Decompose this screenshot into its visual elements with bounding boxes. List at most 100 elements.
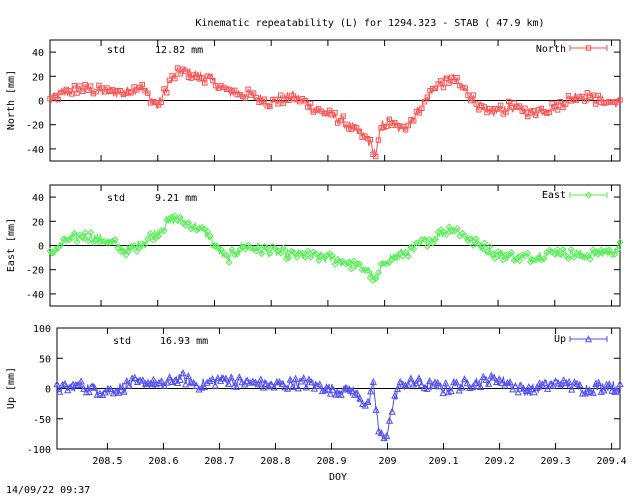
east-point (307, 253, 315, 261)
north-point (345, 126, 352, 132)
east-point (282, 255, 290, 263)
up-point (254, 380, 262, 388)
east-ytick-label: 40 (32, 193, 44, 204)
east-point (163, 216, 171, 224)
east-point (464, 236, 472, 244)
up-point (227, 373, 235, 381)
up-point (487, 371, 495, 379)
north-point (565, 93, 572, 99)
east-point (336, 258, 344, 266)
north-point (506, 98, 512, 105)
east-point (537, 256, 545, 264)
north-point (93, 88, 99, 95)
up-point (375, 427, 383, 435)
up-point (393, 384, 402, 393)
north-point (126, 89, 132, 95)
north-point (497, 102, 504, 109)
east-point (502, 251, 510, 259)
east-point (117, 248, 125, 256)
east-point (160, 227, 168, 235)
east-point (529, 256, 537, 264)
up-point (321, 386, 329, 394)
north-point (96, 82, 102, 89)
east-point (407, 243, 415, 251)
east-point (453, 224, 461, 232)
north-point (117, 88, 124, 94)
east-point (559, 245, 567, 253)
north-point (307, 100, 314, 107)
x-axis-label: DOY (329, 472, 347, 483)
up-point (337, 390, 345, 398)
east-point (277, 249, 285, 257)
east-point (616, 238, 624, 246)
east-point (288, 247, 296, 255)
north-point (424, 94, 430, 100)
north-legend-label: North (536, 44, 566, 55)
up-point (581, 389, 589, 397)
up-point (74, 380, 83, 389)
up-point (498, 378, 506, 387)
north-point (375, 137, 382, 143)
up-point (605, 380, 613, 388)
east-point (51, 246, 59, 254)
east-point (328, 252, 336, 260)
east-point (206, 232, 214, 240)
east-point (564, 254, 572, 262)
east-point (260, 243, 268, 251)
east-point (602, 247, 610, 255)
east-point (480, 239, 488, 247)
up-point (149, 375, 158, 383)
east-point (184, 219, 192, 227)
east-point (461, 232, 469, 240)
north-point (98, 85, 105, 91)
east-point (507, 249, 515, 257)
east-point (111, 236, 119, 244)
up-point (235, 373, 243, 381)
up-point (308, 378, 316, 386)
up-point (316, 380, 324, 388)
up-point (479, 372, 487, 380)
up-point (208, 374, 217, 383)
east-point (369, 276, 377, 284)
north-point (454, 75, 460, 81)
panel-east: East [mm] std 9.21 mm East -40 -20 0 20 40 (6, 184, 624, 307)
up-point (471, 378, 479, 387)
north-point (503, 109, 509, 115)
up-point (257, 375, 265, 383)
east-point (377, 260, 385, 268)
east-point (157, 227, 165, 235)
up-point (313, 381, 321, 390)
east-point (187, 225, 195, 233)
xtick-label: 209.4 (597, 456, 627, 467)
east-point (372, 275, 380, 283)
north-point (557, 98, 563, 105)
north-point (392, 119, 398, 126)
north-point (66, 88, 72, 94)
up-point (291, 374, 300, 382)
east-point (81, 229, 89, 237)
up-point (348, 386, 356, 395)
chart-title: Kinematic repeatability (L) for 1294.323… (195, 18, 544, 29)
east-point (193, 226, 201, 234)
up-point (131, 373, 139, 381)
north-point (288, 92, 295, 99)
north-point (373, 153, 379, 160)
east-legend-marker (584, 191, 593, 199)
up-ytick-label: -50 (33, 415, 51, 426)
north-std-label: std (107, 45, 125, 56)
east-point (358, 266, 366, 274)
east-point (176, 213, 184, 221)
north-point (595, 92, 601, 99)
north-point (69, 91, 75, 97)
north-point (598, 99, 604, 105)
east-point (130, 242, 138, 250)
east-point (263, 244, 271, 252)
east-point (239, 243, 247, 251)
east-point (136, 244, 144, 252)
east-point (423, 242, 431, 250)
north-point (549, 100, 555, 107)
north-point (318, 108, 325, 114)
up-std-label: std (113, 336, 131, 347)
east-ytick-label: 0 (38, 242, 44, 253)
north-point (419, 105, 425, 112)
